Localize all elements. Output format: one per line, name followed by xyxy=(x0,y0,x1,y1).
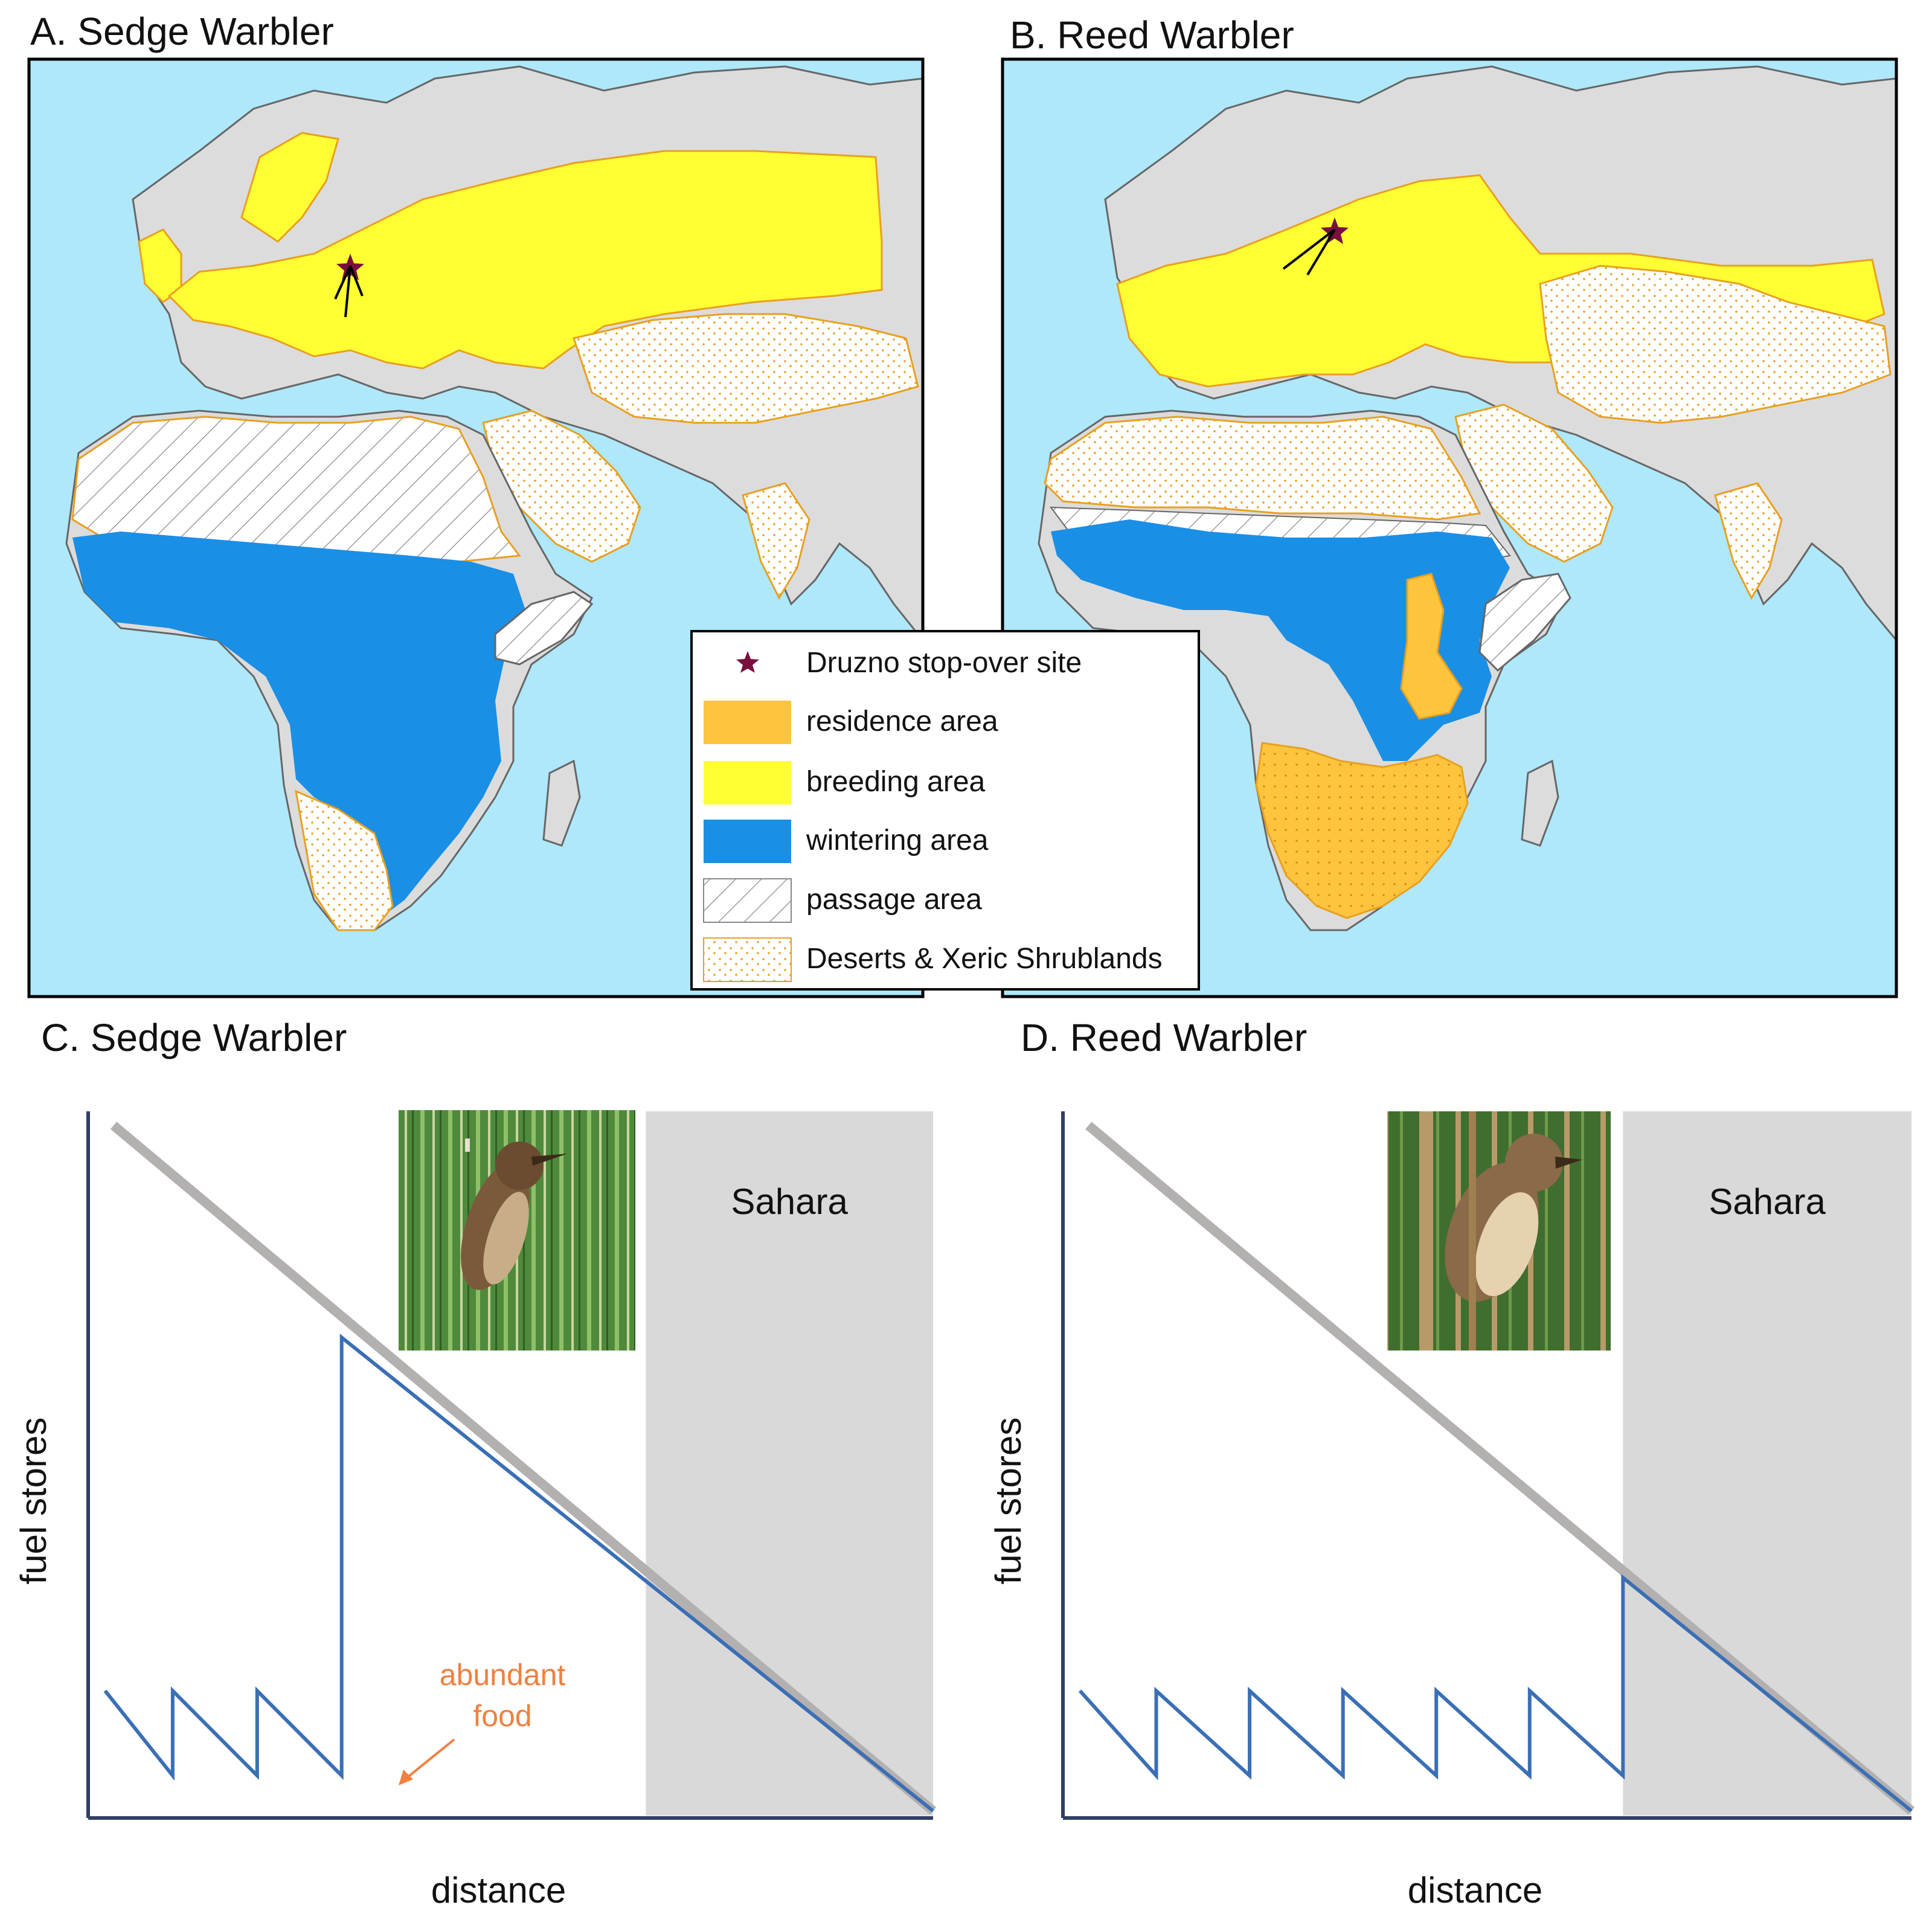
y-axis-label-c: fuel stores xyxy=(13,1418,54,1585)
arrow-a-1 xyxy=(334,265,351,300)
legend-breeding-swatch xyxy=(704,761,791,805)
legend-residence-swatch xyxy=(704,701,791,744)
desert-asia-b xyxy=(1539,265,1892,424)
y-axis-label-d: fuel stores xyxy=(988,1418,1029,1585)
threshold-line-d xyxy=(1085,1122,1915,1815)
legend-residence: residence area xyxy=(806,705,998,737)
annotation-line2: food xyxy=(473,1699,531,1733)
legend-deserts: Deserts & Xeric Shrublands xyxy=(806,943,1163,975)
panel-d-title: D. Reed Warbler xyxy=(1021,1016,1307,1059)
panel-a-title: A. Sedge Warbler xyxy=(30,10,334,53)
x-axis-label-c: distance xyxy=(431,1870,566,1910)
sahara-band-d xyxy=(1623,1111,1911,1816)
residence-southafrica-a xyxy=(295,789,394,931)
panel-c-title: C. Sedge Warbler xyxy=(41,1016,347,1059)
passage-horn-b xyxy=(1478,573,1571,672)
legend-wintering: wintering area xyxy=(806,824,989,856)
reed-warbler-photo xyxy=(1387,1111,1611,1351)
chart-d: Sahara fuel stores distance xyxy=(988,1111,1915,1910)
sahara-label-d: Sahara xyxy=(1709,1181,1826,1222)
annotation-arrowhead xyxy=(399,1770,413,1785)
legend-wintering-swatch xyxy=(704,820,791,863)
wintering-area-b xyxy=(1051,519,1510,761)
passage-horn-a xyxy=(494,591,594,666)
residence-east-b xyxy=(1400,573,1463,720)
chart-c: Sahara abundant food fuel stores distanc… xyxy=(13,1110,937,1910)
fuel-profile-line-d xyxy=(1078,1573,1913,1813)
arrow-b-1 xyxy=(1282,228,1336,270)
arrow-a-3 xyxy=(349,265,364,297)
legend: Druzno stop-over site residence area bre… xyxy=(690,630,1200,991)
legend-box xyxy=(690,630,1200,991)
desert-sahara-b xyxy=(1044,416,1481,521)
map-b-frame xyxy=(1001,57,1898,998)
sahara-label-c: Sahara xyxy=(731,1181,848,1222)
madagascar-a xyxy=(542,759,581,847)
x-axis-label-d: distance xyxy=(1408,1870,1542,1910)
annotation-line1: abundant xyxy=(440,1658,566,1692)
desert-india-b xyxy=(1714,482,1783,600)
legend-star-icon xyxy=(736,651,759,673)
threshold-line-c xyxy=(110,1122,937,1815)
scandinavia-a xyxy=(240,132,339,243)
desert-india-a xyxy=(742,482,810,600)
legend-desert-swatch xyxy=(703,937,792,982)
residence-area-b xyxy=(1255,742,1469,919)
arrow-b-2 xyxy=(1306,228,1336,276)
map-a xyxy=(29,59,923,997)
panel-b-title: B. Reed Warbler xyxy=(1010,13,1294,57)
wintering-area-a xyxy=(72,532,525,918)
madagascar-b xyxy=(1521,759,1559,847)
legend-passage-swatch xyxy=(703,878,792,923)
annotation-arrow xyxy=(402,1738,455,1782)
fuel-profile-line-c xyxy=(103,1334,934,1813)
legend-passage: passage area xyxy=(806,884,982,916)
legend-breeding: breeding area xyxy=(806,766,986,798)
sedge-warbler-photo xyxy=(399,1110,635,1351)
desert-asia-a xyxy=(573,313,919,424)
breeding-area-a xyxy=(167,150,883,370)
legend-stopover: Druzno stop-over site xyxy=(806,647,1082,679)
arrow-a-2 xyxy=(344,265,351,318)
map-a-frame xyxy=(27,57,925,998)
